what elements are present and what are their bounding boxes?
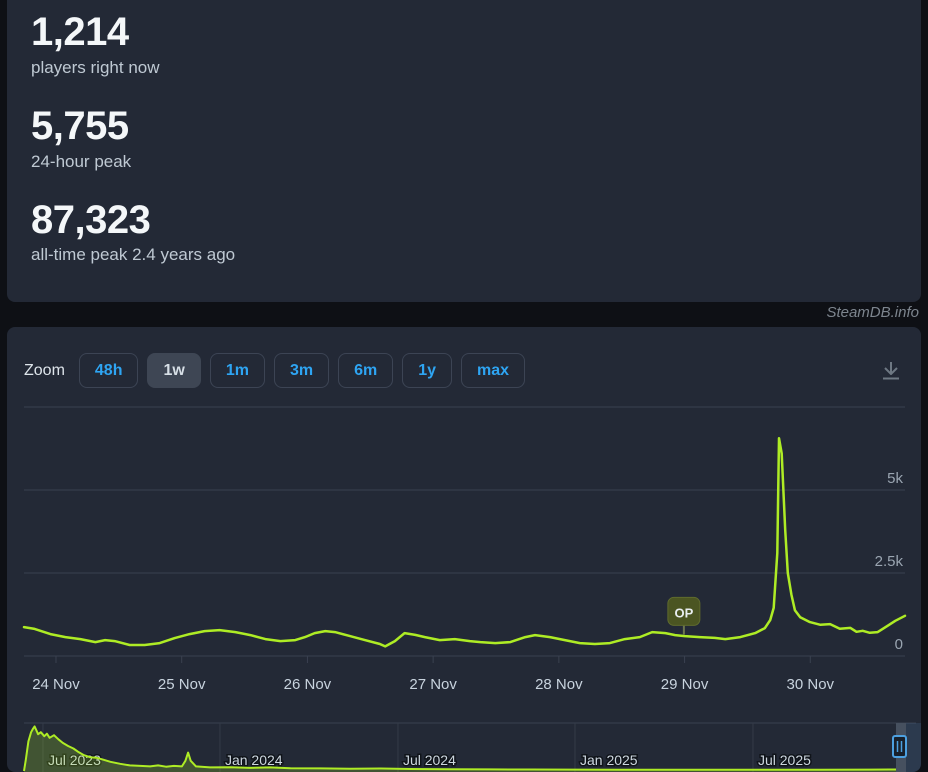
x-axis-label: 28 Nov [535,676,583,693]
player-stats-panel: 1,214 players right now 5,755 24-hour pe… [7,0,921,302]
x-axis-label: 29 Nov [661,676,709,693]
x-axis-label: 26 Nov [284,676,332,693]
navigator-area [24,726,906,772]
24h-peak-label: 24-hour peak [31,151,132,171]
export-chart-button[interactable] [877,357,905,385]
x-axis-label: 24 Nov [32,676,80,693]
steamdb-watermark: SteamDB.info [826,304,919,321]
navigator-month-label: Jan 2025 [580,752,638,768]
player-chart-panel: Zoom 48h 1w 1m 3m 6m 1y max 0 2.5k 5k 24 No… [7,327,921,772]
navigator-line[interactable] [23,725,907,772]
x-axis-label: 27 Nov [409,676,457,693]
player-count-line[interactable] [22,436,907,648]
navigator-month-label: Jul 2024 [403,752,456,768]
stat-alltime-peak: 87,323 all-time peak 2.4 years ago [31,198,897,266]
zoom-button-3m[interactable]: 3m [273,353,330,389]
y-axis-label: 0 [895,636,903,653]
download-icon [883,362,899,380]
x-axis-label: 30 Nov [787,676,835,693]
zoom-button-max[interactable]: max [461,353,526,389]
alltime-peak-label: all-time peak 2.4 years ago [31,245,236,265]
zoom-button-1y[interactable]: 1y [402,353,452,389]
zoom-label: Zoom [24,361,65,379]
x-axis-label: 25 Nov [158,676,206,693]
stat-current-players: 1,214 players right now [31,10,897,78]
zoom-button-6m[interactable]: 6m [338,353,394,389]
24h-peak-value: 5,755 [31,103,129,148]
current-players-value: 1,214 [31,10,129,54]
players-chart[interactable]: 0 2.5k 5k 24 Nov 25 Nov 26 Nov 27 Nov 28 Nov 29 … [7,327,921,772]
navigator-selected-range [906,723,921,772]
current-players-label: players right now [31,57,160,77]
navigator-month-label: Jan 2024 [225,752,283,768]
navigator-month-label: Jul 2025 [758,752,811,768]
y-axis-label: 2.5k [875,553,904,570]
stat-24h-peak: 5,755 24-hour peak [31,104,897,172]
y-axis-label: 5k [887,470,903,487]
zoom-button-48h[interactable]: 48h [78,353,139,389]
chart-zoom-toolbar: Zoom 48h 1w 1m 3m 6m 1y max [24,353,534,389]
zoom-button-1w[interactable]: 1w [147,353,201,389]
op-flag[interactable] [667,596,701,626]
zoom-button-1m[interactable]: 1m [209,353,265,389]
op-flag-label: OP [674,605,693,620]
navigator-handle[interactable] [892,735,907,758]
alltime-peak-value: 87,323 [31,197,151,242]
